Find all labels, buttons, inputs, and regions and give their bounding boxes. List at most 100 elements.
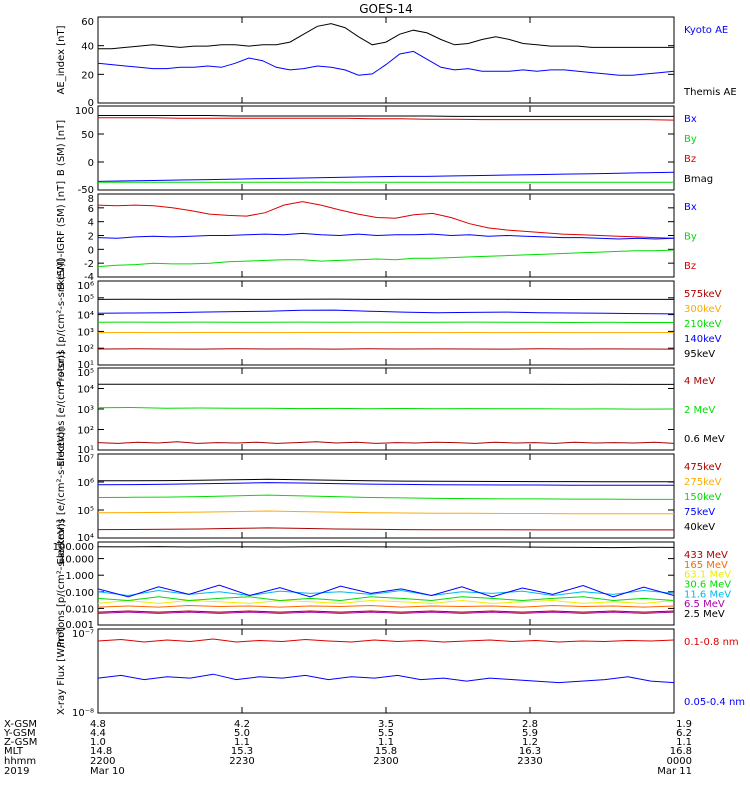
y-tick-label: 10¹ — [77, 445, 94, 456]
series-line — [98, 478, 674, 483]
legend-entry: 575keV — [684, 289, 722, 300]
y-tick-label: 10¹ — [77, 360, 94, 371]
y-tick-label: 10⁵ — [77, 294, 94, 305]
y-tick-label: 0 — [88, 98, 94, 109]
series-line — [97, 441, 675, 444]
series-line — [97, 494, 674, 500]
y-tick-label: 0.001 — [65, 620, 94, 631]
legend-entry: 75keV — [684, 507, 715, 518]
y-tick-label: 10⁵ — [77, 506, 94, 517]
series-line — [97, 249, 675, 268]
series-line — [97, 309, 675, 315]
legend-entry: Bmag — [684, 174, 713, 185]
x-row-label: hhmm — [4, 756, 36, 767]
series-line — [97, 673, 675, 684]
legend-entry: 2.5 MeV — [684, 609, 725, 620]
legend-entry: 2 MeV — [684, 405, 715, 416]
x-cell: 5.5 — [378, 728, 394, 739]
legend-entry: 30.6 MeV — [684, 580, 731, 591]
series-line — [97, 510, 674, 515]
series-line — [97, 589, 675, 597]
legend-entry: 6.5 MeV — [684, 599, 725, 610]
x-cell: Mar 11 — [657, 766, 692, 777]
series-line — [98, 23, 674, 50]
y-tick-label: 4 — [88, 218, 94, 229]
panel-frame — [97, 453, 675, 539]
y-tick-label: -4 — [84, 272, 94, 283]
y-axis-label: Electrons [e/(cm²-s-sr)] — [56, 351, 67, 467]
legend-entry: 433 MeV — [684, 550, 728, 561]
y-tick-label: 10⁷ — [77, 454, 94, 465]
x-cell: 1.1 — [676, 737, 692, 748]
series-line — [97, 584, 675, 598]
series-line — [97, 611, 675, 614]
panel-1: 60 40 20 0 AE_index [nT] Kyoto AE Themis AE — [56, 16, 737, 109]
x-axis-table: X-GSMY-GSMZ-GSMMLThhmm20194.84.41.014.82… — [3, 719, 692, 777]
panel-frame — [97, 16, 675, 104]
panel-7: 100.000 10.000 1.000 0.100 0.010 0.001Protons… — [53, 519, 732, 647]
series-line — [97, 201, 675, 239]
x-row-label: MLT — [4, 746, 24, 757]
y-tick-label: 60 — [81, 17, 94, 28]
x-cell: 4.8 — [90, 719, 106, 730]
y-axis-label: Protons [p/(cm²-s-sr-keV)] — [56, 519, 67, 647]
series-line — [97, 406, 675, 410]
y-tick-label: 10⁶ — [77, 281, 94, 292]
y-tick-label: 40 — [81, 42, 94, 53]
series-line — [97, 610, 675, 613]
y-tick-label: 10⁶ — [77, 478, 94, 489]
legend-entry: Themis AE — [683, 87, 737, 98]
y-tick-label: 6 — [88, 204, 94, 215]
panel-4: 10⁶ 10⁵ 10⁴ 10³ 10² 10¹ Protons [p/(cm²-s-sr-k… — [56, 259, 722, 387]
y-tick-label: 10⁵ — [77, 368, 94, 379]
panel-3: 86 4 2 0 -2 -4 B (SM)-IGRF (SM) [nT] Bx By Bz — [56, 181, 697, 290]
panel-8: 10⁻⁷ 10⁻⁸ X-ray Flux [W/m²] 0.1-0.8 nm 0.05-… — [56, 627, 745, 719]
y-tick-label: 10⁻⁸ — [72, 708, 94, 719]
legend-entry: Bz — [684, 154, 696, 165]
x-cell: 16.3 — [519, 746, 541, 757]
y-axis-label: B (SM) [nT] — [56, 120, 67, 176]
x-cell: 15.8 — [375, 746, 397, 757]
y-axis-label: Electrons [e/(cm²-s-sr-keV)] — [56, 427, 67, 564]
legend-entry: Bz — [684, 261, 696, 272]
plot-title: GOES-14 — [359, 2, 413, 16]
legend-entry: 63.1 MeV — [684, 570, 731, 581]
series-line — [97, 171, 675, 182]
legend-entry: Bx — [684, 114, 697, 125]
y-axis-label: AE_index [nT] — [56, 25, 67, 94]
y-tick-label: 10⁴ — [77, 385, 94, 396]
series-line — [97, 596, 675, 602]
y-tick-label: 20 — [81, 70, 94, 81]
legend-entry: 275keV — [684, 477, 722, 488]
y-axis-label: Protons [p/(cm²-s-sr-keV)] — [56, 259, 67, 387]
y-tick-label: 0.100 — [65, 588, 94, 599]
x-cell: 4.4 — [90, 728, 106, 739]
y-tick-label: 10⁴ — [77, 311, 94, 322]
panel-6: 10⁷ 10⁶ 10⁵ 10⁴ Electrons [e/(cm²-s-sr-keV)]… — [56, 427, 722, 564]
panel-frame — [97, 280, 675, 366]
series-line — [97, 50, 675, 76]
x-cell: Mar 10 — [90, 766, 125, 777]
legend-entry: 210keV — [684, 319, 722, 330]
y-tick-label: 0 — [88, 245, 94, 256]
y-tick-label: -50 — [78, 185, 94, 196]
x-cell: 14.8 — [90, 746, 112, 757]
panel-5: 10⁵ 10⁴ 10³ 10² 10¹ Electrons [e/(cm²-s-sr)] 4… — [56, 351, 725, 467]
x-row-label: X-GSM — [4, 719, 37, 730]
x-cell: 16.8 — [670, 746, 692, 757]
x-cell: 3.5 — [378, 719, 394, 730]
y-tick-label: 10.000 — [59, 555, 94, 566]
x-cell: 1.1 — [378, 737, 394, 748]
x-cell: 2.8 — [522, 719, 538, 730]
legend-entry: 0.05-0.4 nm — [684, 697, 745, 708]
x-cell: 0000 — [667, 756, 692, 767]
legend-entry: 11.6 MeV — [684, 589, 731, 600]
legend-entry: 140keV — [684, 334, 722, 345]
y-tick-label: 0 — [88, 158, 94, 169]
x-row-label: 2019 — [4, 766, 29, 777]
x-cell: 2330 — [517, 756, 542, 767]
x-cell: 4.2 — [234, 719, 250, 730]
legend-entry: 150keV — [684, 492, 722, 503]
